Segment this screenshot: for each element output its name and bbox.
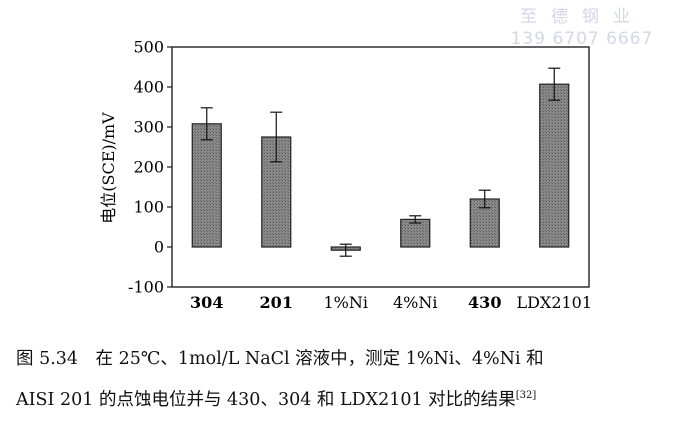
- x-tick-label: 4%Ni: [393, 293, 438, 312]
- y-tick-label: 100: [133, 198, 164, 217]
- watermark-phone: 139 6707 6667: [510, 29, 654, 49]
- watermark-company: 至德钢业: [520, 7, 644, 27]
- caption-reference: [32]: [515, 390, 537, 402]
- x-tick-label: 304: [190, 293, 223, 312]
- watermark: 至德钢业 139 6707 6667: [482, 6, 682, 50]
- y-tick-label: 500: [133, 38, 164, 57]
- y-tick-label: -100: [128, 278, 164, 297]
- x-tick-label: 430: [468, 293, 501, 312]
- bar-LDX2101: [539, 83, 570, 248]
- y-tick-label: 0: [154, 238, 164, 257]
- y-tick-label: 200: [133, 158, 164, 177]
- y-axis-label: 电位(SCE)/mV: [99, 112, 118, 224]
- y-tick-label: 400: [133, 78, 164, 97]
- figure-caption-line2: AISI 201 的点蚀电位并与 430、304 和 LDX2101 对比的结果…: [16, 386, 686, 411]
- plot-area: -100 0 100 200 300 400 500 304 201 1%Ni 4%Ni 430 LDX…: [128, 38, 592, 313]
- x-tick-label: 1%Ni: [324, 293, 369, 312]
- bar-304: [191, 123, 222, 248]
- caption-line1-text: 图 5.34 在 25℃、1mol/L NaCl 溶液中，测定 1%Ni、4%N…: [16, 349, 544, 369]
- caption-line2-text: AISI 201 的点蚀电位并与 430、304 和 LDX2101 对比的结果: [16, 390, 516, 410]
- x-tick-label: LDX2101: [516, 293, 592, 312]
- x-tick-label: 201: [260, 293, 293, 312]
- figure-caption-line1: 图 5.34 在 25℃、1mol/L NaCl 溶液中，测定 1%Ni、4%N…: [16, 345, 686, 370]
- y-tick-label: 300: [133, 118, 164, 137]
- bar-4%Ni: [400, 218, 431, 248]
- plot-frame: [171, 46, 590, 288]
